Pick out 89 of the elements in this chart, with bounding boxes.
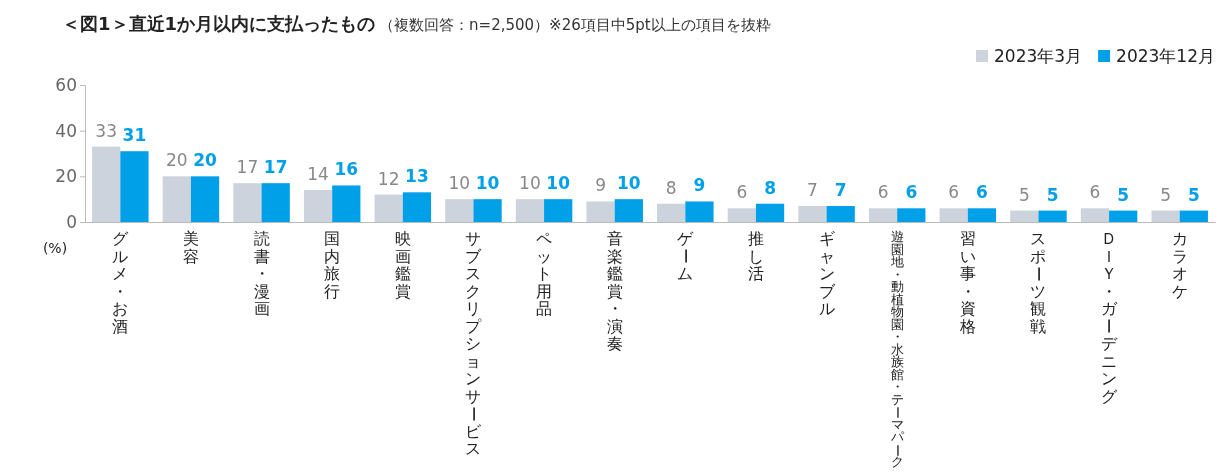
data-label: 7: [834, 180, 847, 201]
bar: [332, 185, 361, 222]
bar: [727, 208, 756, 222]
x-tick-label: 推し活: [747, 230, 764, 283]
y-axis-title: (%): [42, 240, 68, 256]
x-tick-label: 読書・漫画: [253, 230, 270, 318]
data-label: 12: [377, 168, 400, 189]
bar: [445, 199, 474, 222]
legend-label: 2023年3月: [994, 46, 1083, 66]
x-tick-label: グルメ・お酒: [112, 230, 130, 335]
bar: [1151, 210, 1180, 222]
x-tick-label: スポーツ観戦: [1029, 230, 1047, 335]
data-label: 13: [405, 166, 429, 187]
data-label: 17: [263, 157, 288, 178]
y-tick-label: 0: [66, 211, 77, 232]
bar: [374, 194, 403, 222]
bar: [1080, 208, 1110, 222]
bar: [939, 208, 968, 222]
bar: [657, 203, 686, 222]
data-label: 5: [1187, 184, 1200, 205]
bar: [826, 206, 855, 222]
bar: [798, 206, 827, 222]
bar: [473, 199, 502, 222]
bar: [402, 192, 432, 222]
category-label: ＤＩＹ・ガーデニング: [1100, 230, 1118, 405]
data-label: 20: [165, 150, 188, 171]
x-tick-label: 国内旅行: [324, 230, 341, 300]
bar: [1010, 210, 1039, 222]
data-label: 10: [546, 173, 571, 194]
bar: [967, 208, 997, 222]
data-label: 6: [736, 182, 748, 203]
data-label: 20: [193, 150, 218, 171]
x-tick-label: ギャンブル: [818, 230, 836, 318]
data-label: 17: [236, 157, 259, 178]
data-label: 33: [95, 120, 118, 141]
data-label: 9: [693, 175, 706, 196]
data-label: 6: [976, 182, 988, 203]
bar: [303, 190, 333, 222]
data-label: 9: [595, 175, 606, 196]
data-label: 5: [1160, 184, 1171, 205]
data-label: 5: [1018, 184, 1030, 205]
x-tick-label: 習い事・資格: [958, 230, 976, 335]
data-label: 5: [1046, 184, 1059, 205]
data-label: 6: [877, 182, 889, 203]
category-label: 遊園地・動植物園・水族館・テーマパーク: [889, 230, 904, 470]
bar: [614, 199, 643, 222]
bar: [544, 199, 573, 222]
bar: [868, 208, 898, 222]
data-label: 5: [1117, 184, 1130, 205]
x-tick-label: ゲーム: [676, 230, 695, 283]
data-label: 31: [122, 125, 147, 146]
x-tick-label: カラオケ: [1171, 230, 1188, 300]
bar: [586, 201, 615, 222]
y-tick-label: 20: [55, 166, 77, 187]
bar: [190, 176, 220, 222]
bar: [92, 146, 121, 222]
bar: [755, 203, 785, 222]
data-label: 10: [448, 173, 471, 194]
data-label: 6: [905, 182, 918, 203]
y-tick-label: 60: [55, 74, 77, 95]
data-label: 6: [1089, 182, 1101, 203]
bar: [897, 208, 926, 222]
x-tick-label: 映画鑑賞: [394, 230, 411, 300]
data-label: 10: [519, 173, 541, 194]
data-label: 8: [665, 177, 677, 198]
bar: [515, 199, 545, 222]
data-label: 7: [807, 180, 818, 201]
bar: [162, 176, 191, 222]
bar: [1179, 210, 1208, 222]
data-label: 10: [475, 173, 500, 194]
bar: [685, 201, 714, 222]
data-label: 14: [307, 164, 329, 185]
data-label: 10: [616, 173, 641, 194]
bar: [1109, 210, 1138, 222]
data-label: 16: [334, 159, 359, 180]
y-tick-label: 40: [55, 120, 77, 141]
category-label: サブスクリプションサービス: [464, 230, 482, 458]
x-tick-label: 美容: [182, 230, 199, 265]
bar: [120, 151, 149, 222]
chart-title: ＜図1＞直近1か月以内に支払ったもの: [62, 13, 376, 34]
bar: [233, 183, 262, 222]
data-label: 8: [764, 177, 776, 198]
legend-label: 2023年12月: [1116, 46, 1215, 66]
bar: [1038, 210, 1067, 222]
chart-subtitle: （複数回答：n=2,500）※26項目中5pt以上の項目を抜粋: [379, 16, 771, 34]
x-tick-label: 音楽鑑賞・演奏: [606, 230, 623, 353]
bar: [261, 183, 290, 222]
data-label: 6: [948, 182, 960, 203]
x-tick-label: ペット用品: [536, 230, 553, 318]
